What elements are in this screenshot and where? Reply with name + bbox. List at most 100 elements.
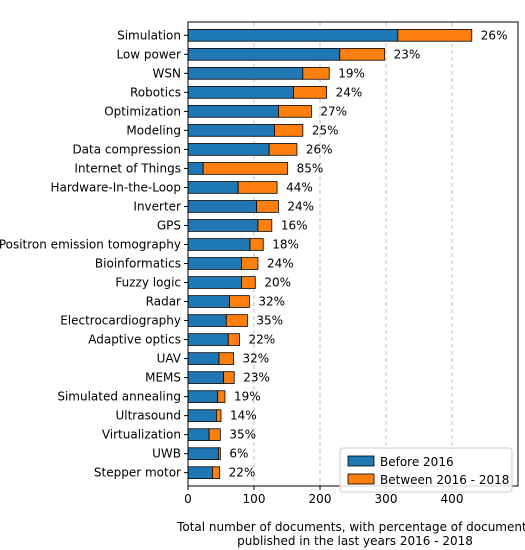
bar-before-2016-gps (187, 219, 259, 232)
bar-2016-2018-stepper-motor (212, 466, 221, 479)
bar-2016-2018-radar (229, 295, 250, 308)
bar-before-2016-uwb (187, 447, 219, 460)
bar-before-2016-inverter (187, 200, 258, 213)
percent-label-gps: 16% (281, 218, 308, 232)
x-tick-label-300: 300 (375, 492, 398, 506)
percent-label-mems: 23% (243, 371, 270, 385)
bar-before-2016-stepper-motor (187, 466, 213, 479)
bar-2016-2018-virtualization (208, 428, 221, 441)
category-label-virtualization: Virtualization (102, 428, 181, 442)
bar-before-2016-adaptive-optics (187, 333, 229, 346)
category-label-modeling: Modeling (126, 123, 181, 137)
category-label-inverter: Inverter (133, 199, 181, 213)
bar-before-2016-simulation (187, 29, 399, 42)
category-label-simulated-annealing: Simulated annealing (57, 390, 181, 404)
bar-2016-2018-wsn (302, 67, 330, 80)
bar-2016-2018-electrocardiography (225, 314, 248, 327)
category-label-data-compression: Data compression (72, 142, 181, 156)
category-label-gps: GPS (157, 218, 181, 232)
category-label-fuzzy-logic: Fuzzy logic (115, 276, 181, 290)
percent-label-internet-of-things: 85% (297, 161, 324, 175)
x-tick-label-0: 0 (184, 492, 192, 506)
bar-2016-2018-uwb (217, 447, 221, 460)
category-labels: Simulation Low power WSN Robotics Optimizati… (0, 28, 188, 480)
legend-swatch-before-2016 (347, 455, 375, 467)
category-label-wsn: WSN (153, 66, 181, 80)
bar-2016-2018-data-compression (268, 143, 298, 156)
percent-label-uwb: 6% (229, 447, 248, 461)
legend-label-before-2016: Before 2016 (380, 455, 454, 469)
percent-label-radar: 32% (258, 295, 285, 309)
bar-before-2016-hardware-in-the-loop (187, 181, 239, 194)
bar-before-2016-virtualization (187, 428, 210, 441)
legend-label-between-2016-2018: Between 2016 - 2018 (380, 473, 509, 487)
bar-before-2016-fuzzy-logic (187, 276, 242, 289)
category-label-positron-emission-tomography: Positron emission tomography (0, 237, 181, 251)
bar-2016-2018-mems (223, 371, 235, 384)
percent-label-data-compression: 26% (306, 142, 333, 156)
bar-before-2016-uav (187, 352, 220, 365)
bar-before-2016-ultrasound (187, 409, 217, 422)
category-label-mems: MEMS (145, 371, 181, 385)
category-label-internet-of-things: Internet of Things (74, 161, 181, 175)
percent-label-inverter: 24% (287, 199, 314, 213)
category-label-hardware-in-the-loop: Hardware-In-the-Loop (50, 180, 181, 194)
bar-before-2016-wsn (187, 67, 304, 80)
bar-before-2016-mems (187, 371, 225, 384)
percent-label-stepper-motor: 22% (229, 466, 256, 480)
percent-label-uav: 32% (243, 352, 270, 366)
x-tick-label-100: 100 (243, 492, 266, 506)
percent-label-modeling: 25% (312, 123, 339, 137)
bar-2016-2018-fuzzy-logic (241, 276, 256, 289)
legend: Before 2016 Between 2016 - 2018 (339, 447, 513, 493)
category-label-optimization: Optimization (104, 104, 181, 118)
x-axis-label-line-1: Total number of documents, with percenta… (176, 520, 525, 534)
bar-2016-2018-ultrasound (215, 409, 222, 422)
bar-before-2016-optimization (187, 105, 279, 118)
bar-2016-2018-gps (257, 219, 273, 232)
bar-2016-2018-inverter (256, 200, 279, 213)
category-label-adaptive-optics: Adaptive optics (88, 333, 181, 347)
bar-2016-2018-bioinformatics (241, 257, 259, 270)
percent-label-optimization: 27% (320, 104, 347, 118)
category-label-uwb: UWB (152, 447, 181, 461)
category-label-bioinformatics: Bioinformatics (95, 257, 181, 271)
category-label-uav: UAV (157, 352, 182, 366)
category-label-robotics: Robotics (130, 85, 181, 99)
bar-2016-2018-robotics (293, 86, 328, 99)
bar-before-2016-low-power (187, 48, 341, 61)
grid-lines (253, 22, 453, 486)
bar-before-2016-bioinformatics (187, 257, 242, 270)
bars (187, 29, 473, 479)
percent-label-ultrasound: 14% (230, 409, 257, 423)
category-label-radar: Radar (146, 295, 181, 309)
bar-before-2016-internet-of-things (187, 162, 204, 175)
percent-labels: 26% 23% 19% 24% 27% 25% 26% 85% 44% 24% 16% 18% 24% 2… (229, 28, 508, 479)
percent-label-bioinformatics: 24% (267, 257, 294, 271)
legend-box (339, 447, 513, 493)
bar-before-2016-data-compression (187, 143, 270, 156)
percent-label-electrocardiography: 35% (256, 314, 283, 328)
category-label-stepper-motor: Stepper motor (94, 466, 181, 480)
percent-label-virtualization: 35% (229, 428, 256, 442)
percent-label-low-power: 23% (394, 47, 421, 61)
bar-2016-2018-adaptive-optics (227, 333, 240, 346)
bar-2016-2018-optimization (278, 105, 312, 118)
percent-label-simulation: 26% (481, 28, 508, 42)
x-axis-label-line-2: published in the last years 2016 - 2018 (237, 534, 473, 548)
percent-label-robotics: 24% (336, 85, 363, 99)
category-label-electrocardiography: Electrocardiography (60, 314, 181, 328)
bar-before-2016-positron-emission-tomography (187, 238, 251, 251)
category-label-ultrasound: Ultrasound (115, 409, 181, 423)
bar-2016-2018-internet-of-things (202, 162, 289, 175)
x-tick-label-200: 200 (309, 492, 332, 506)
bar-before-2016-robotics (187, 86, 294, 99)
bar-before-2016-radar (187, 295, 230, 308)
percent-label-positron-emission-tomography: 18% (272, 237, 299, 251)
percent-label-adaptive-optics: 22% (248, 333, 275, 347)
legend-swatch-between-2016-2018 (347, 473, 375, 485)
category-label-simulation: Simulation (117, 28, 181, 42)
bar-before-2016-simulated-annealing (187, 390, 219, 403)
bar-2016-2018-low-power (339, 48, 386, 61)
